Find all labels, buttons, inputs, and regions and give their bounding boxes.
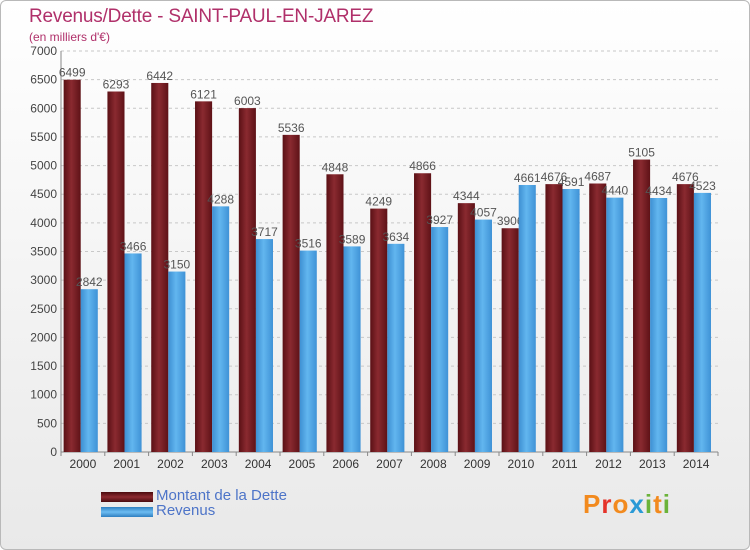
data-label-debt: 4676 xyxy=(541,170,568,184)
x-tick-label: 2000 xyxy=(70,457,97,471)
data-label-debt: 5536 xyxy=(278,121,305,135)
bar-revenue xyxy=(299,250,317,452)
data-label-debt: 6442 xyxy=(146,69,173,83)
x-tick-label: 2007 xyxy=(376,457,403,471)
data-label-debt: 6003 xyxy=(234,94,261,108)
data-label-debt: 4249 xyxy=(365,195,392,209)
data-label-revenue: 3466 xyxy=(120,239,147,253)
data-label-revenue: 4523 xyxy=(689,179,716,193)
data-label-debt: 6121 xyxy=(190,87,217,101)
data-label-debt: 4687 xyxy=(584,170,611,184)
proxiti-logo: Proxiti xyxy=(583,489,671,519)
data-label-revenue: 4057 xyxy=(470,206,497,220)
y-tick-label: 4000 xyxy=(30,216,57,230)
bar-revenue xyxy=(168,271,186,452)
bar-revenue xyxy=(124,253,142,452)
bar-revenue xyxy=(518,184,536,453)
bar-revenue xyxy=(431,227,449,452)
y-tick-label: 500 xyxy=(37,416,57,430)
bar-revenue xyxy=(474,219,492,452)
y-tick-label: 6000 xyxy=(30,101,57,115)
legend-label-revenue: Revenus xyxy=(156,502,216,519)
data-label-revenue: 4661 xyxy=(514,171,541,185)
x-tick-label: 2008 xyxy=(420,457,447,471)
data-label-revenue: 4591 xyxy=(558,175,585,189)
data-label-revenue: 3516 xyxy=(295,237,322,251)
y-tick-label: 2500 xyxy=(30,302,57,316)
bar-debt xyxy=(370,208,388,452)
bar-debt xyxy=(457,203,475,452)
legend-swatch-debt xyxy=(101,492,153,502)
data-label-revenue: 3589 xyxy=(339,232,366,246)
bar-debt xyxy=(633,159,651,452)
data-label-revenue: 3634 xyxy=(382,230,409,244)
bar-revenue xyxy=(650,197,668,452)
data-label-debt: 5105 xyxy=(628,146,655,160)
bar-debt xyxy=(676,184,694,452)
bar-debt xyxy=(414,173,432,452)
chart-title: Revenus/Dette - SAINT-PAUL-EN-JAREZ xyxy=(29,6,374,27)
bar-debt xyxy=(238,108,256,452)
data-label-debt: 6293 xyxy=(103,78,130,92)
bar-debt xyxy=(501,228,519,452)
bar-revenue xyxy=(80,289,98,452)
bar-debt xyxy=(151,82,169,453)
bar-debt xyxy=(107,91,125,452)
x-tick-label: 2009 xyxy=(464,457,491,471)
y-tick-label: 3500 xyxy=(30,245,57,259)
y-tick-label: 7000 xyxy=(30,44,57,58)
chart-subtitle: (en milliers d'€) xyxy=(29,30,110,44)
x-tick-label: 2012 xyxy=(595,457,622,471)
y-tick-label: 5500 xyxy=(30,130,57,144)
data-label-debt: 4866 xyxy=(409,159,436,173)
y-tick-label: 1500 xyxy=(30,359,57,373)
x-tick-label: 2004 xyxy=(245,457,272,471)
x-tick-label: 2006 xyxy=(332,457,359,471)
x-tick-label: 2001 xyxy=(113,457,140,471)
data-label-debt: 4676 xyxy=(672,170,699,184)
bar-debt xyxy=(589,183,607,452)
data-label-revenue: 4434 xyxy=(645,184,672,198)
y-tick-label: 2000 xyxy=(30,330,57,344)
bar-revenue xyxy=(606,197,624,452)
data-label-revenue: 4288 xyxy=(207,192,234,206)
bar-debt xyxy=(326,174,344,452)
x-tick-label: 2013 xyxy=(639,457,666,471)
x-tick-label: 2011 xyxy=(552,457,578,471)
bar-revenue xyxy=(693,192,711,452)
data-label-revenue: 4440 xyxy=(601,184,628,198)
bar-revenue xyxy=(212,206,230,452)
x-tick-label: 2014 xyxy=(683,457,710,471)
data-label-revenue: 3717 xyxy=(251,225,278,239)
bar-debt xyxy=(63,79,81,453)
bar-revenue xyxy=(387,243,405,452)
legend-label-debt: Montant de la Dette xyxy=(156,487,287,504)
data-label-revenue: 2842 xyxy=(76,275,103,289)
y-tick-label: 4500 xyxy=(30,187,57,201)
x-tick-label: 2005 xyxy=(289,457,316,471)
data-label-debt: 3906 xyxy=(497,214,524,228)
data-label-revenue: 3927 xyxy=(426,213,453,227)
bar-debt xyxy=(282,134,300,453)
x-tick-label: 2002 xyxy=(157,457,184,471)
data-label-debt: 4848 xyxy=(322,160,349,174)
bar-debt xyxy=(195,101,213,453)
y-tick-label: 6500 xyxy=(30,73,57,87)
x-tick-label: 2010 xyxy=(508,457,535,471)
y-tick-label: 3000 xyxy=(30,273,57,287)
bar-revenue xyxy=(562,189,580,452)
data-label-revenue: 3150 xyxy=(163,258,190,272)
bar-revenue xyxy=(255,239,273,452)
y-tick-label: 5000 xyxy=(30,159,57,173)
x-tick-label: 2003 xyxy=(201,457,228,471)
data-label-debt: 6499 xyxy=(59,66,86,80)
y-tick-label: 0 xyxy=(50,445,57,459)
legend-swatch-revenue xyxy=(101,507,153,517)
y-tick-label: 1000 xyxy=(30,388,57,402)
bar-debt xyxy=(545,184,563,452)
data-label-debt: 4344 xyxy=(453,189,480,203)
bar-revenue xyxy=(343,246,361,452)
